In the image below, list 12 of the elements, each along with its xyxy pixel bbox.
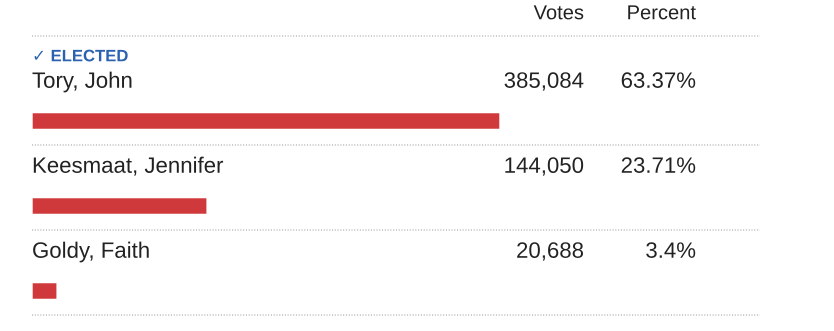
annotation: ✓ ELECTED: [34, 50, 128, 62]
text: 385,084: [504, 72, 584, 91]
y-tick-label: Goldy, Faith: [33, 242, 149, 262]
text: Votes: [534, 5, 584, 20]
data-label: 3.4%: [646, 242, 696, 258]
text: Percent: [628, 5, 696, 20]
data-label: 23.71%: [622, 157, 696, 173]
data-label: 63.37%: [622, 72, 696, 88]
text: 144,050: [505, 157, 584, 176]
y-tick-label: Tory, John: [32, 72, 132, 92]
y-tick-label: Keesmaat, Jennifer: [34, 156, 224, 176]
text: 20,688: [517, 242, 584, 261]
